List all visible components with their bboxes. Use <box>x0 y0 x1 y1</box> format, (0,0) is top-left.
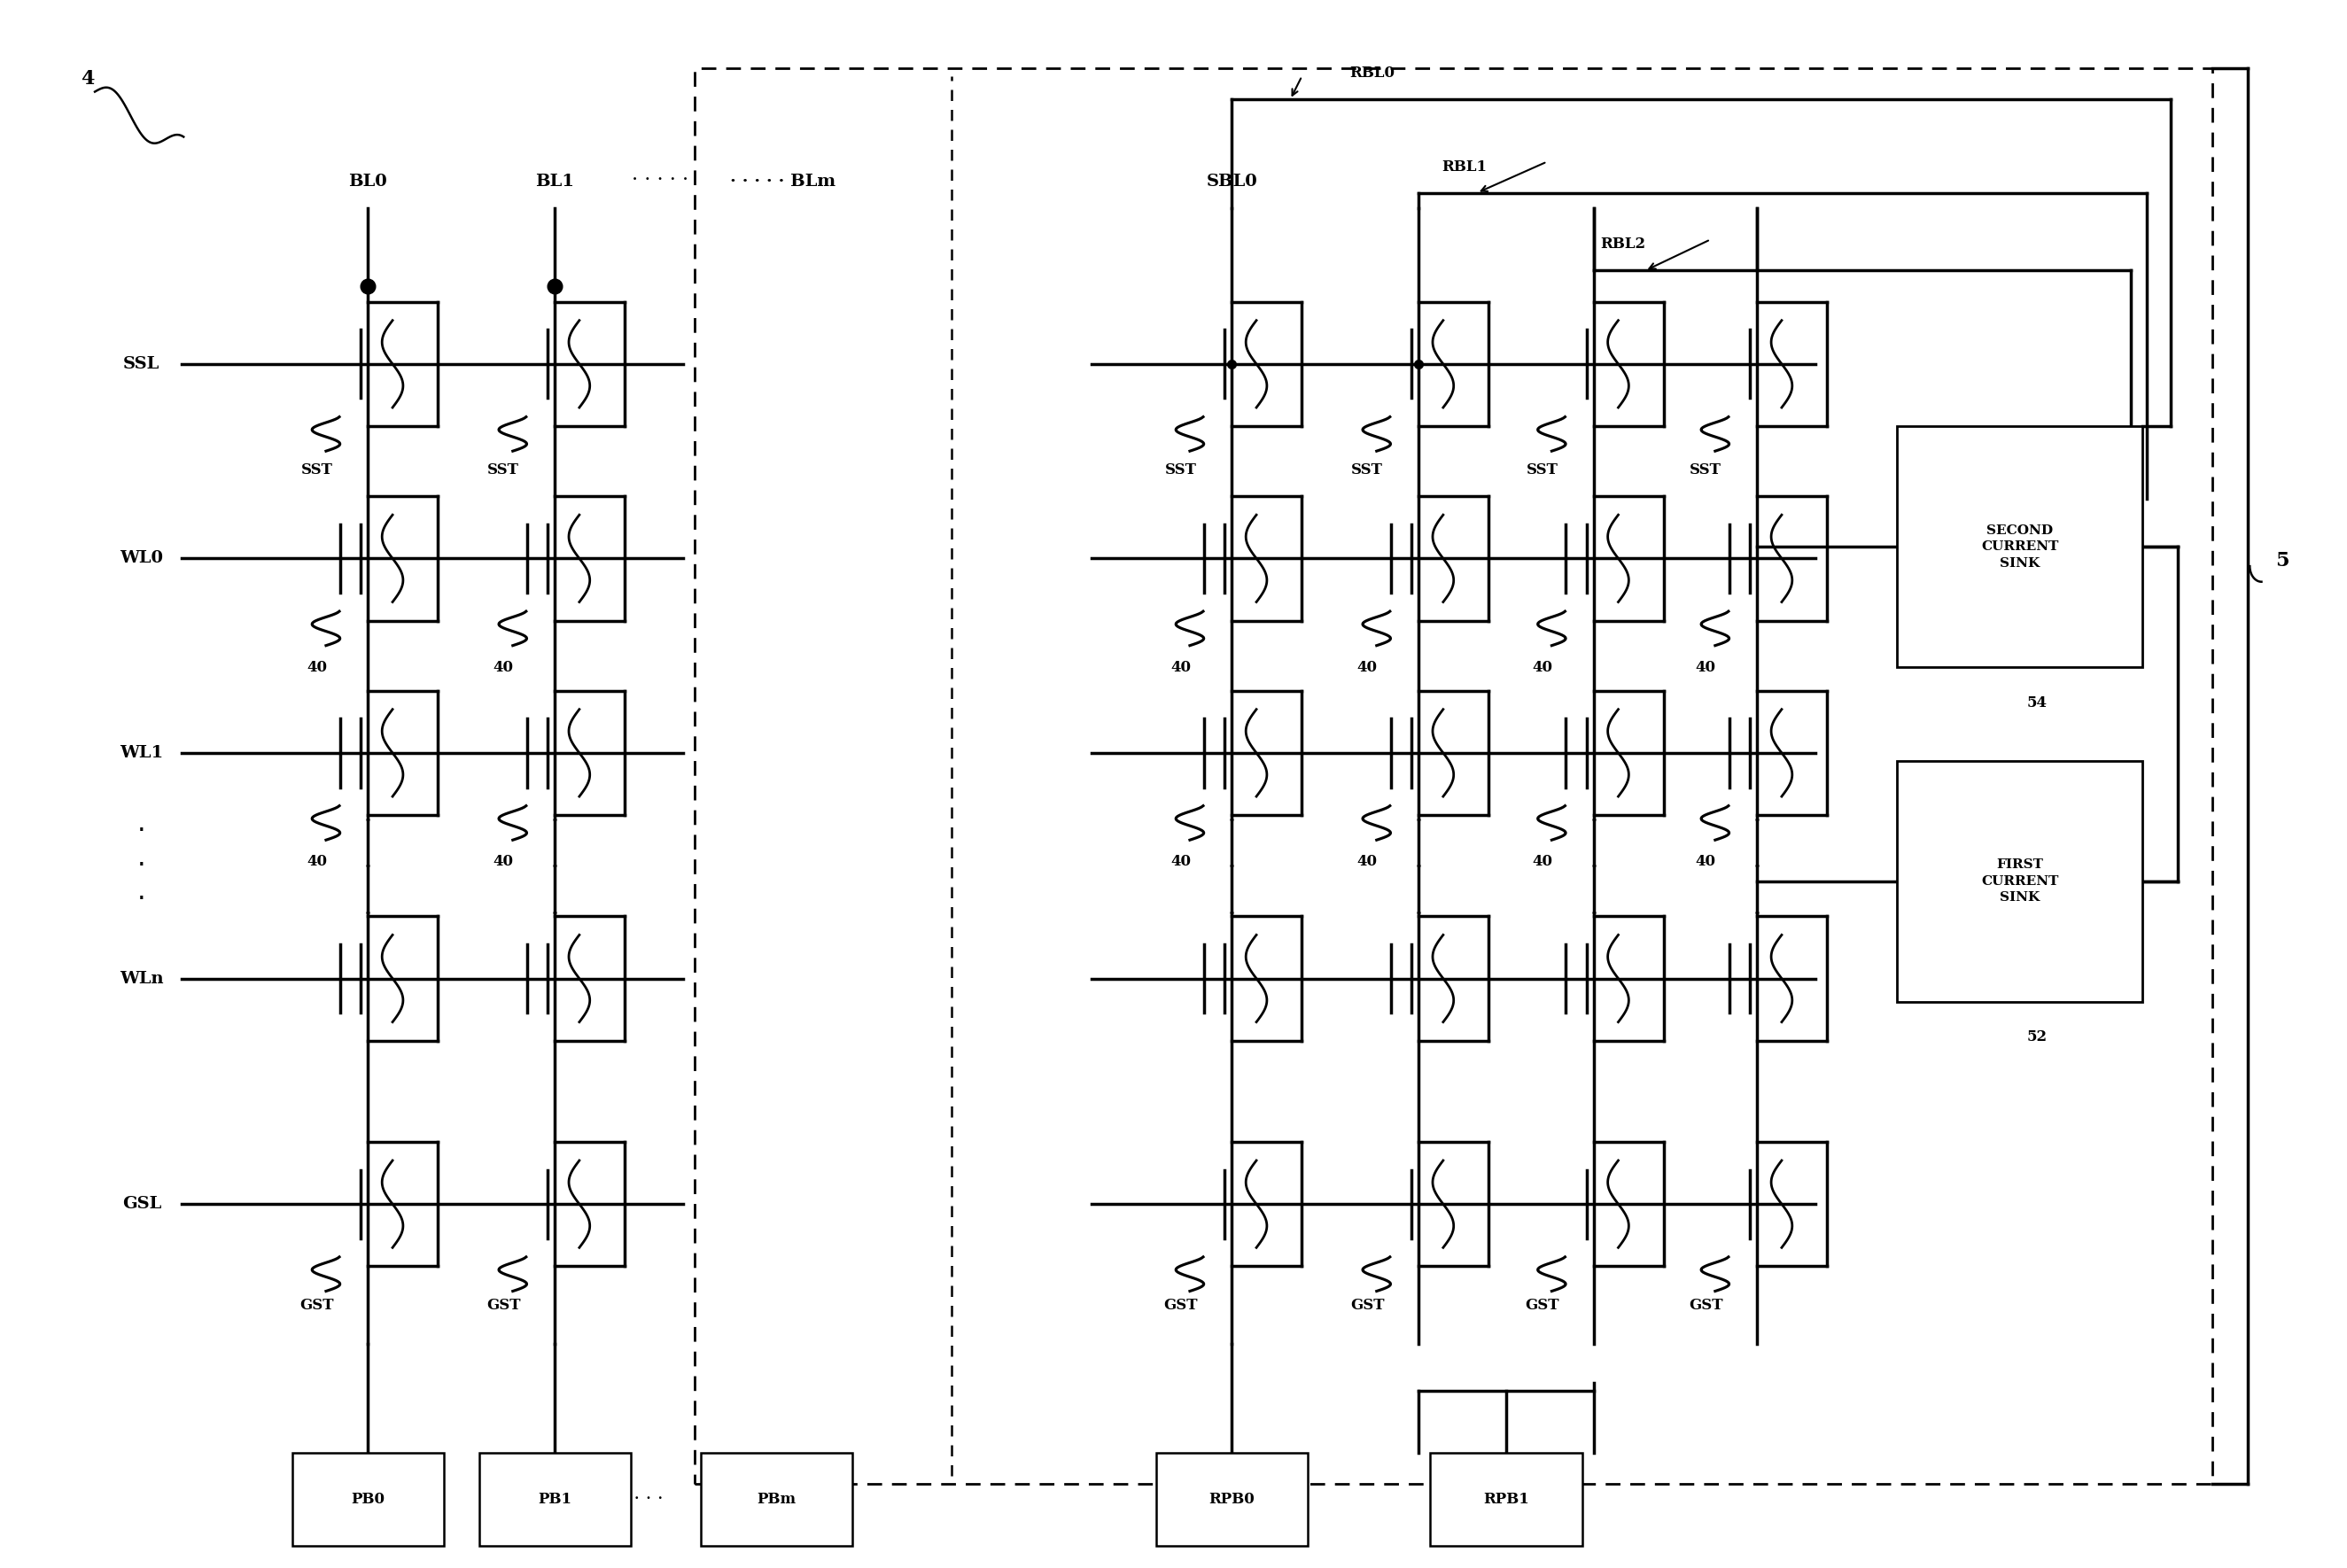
Text: RPB1: RPB1 <box>1483 1493 1530 1507</box>
Bar <box>695 69 2213 1483</box>
Text: WLn: WLn <box>120 971 164 986</box>
Text: SSL: SSL <box>124 356 160 372</box>
Text: 40: 40 <box>1357 855 1378 869</box>
Text: GST: GST <box>1526 1298 1558 1312</box>
Text: 40: 40 <box>307 660 326 674</box>
Text: 40: 40 <box>493 660 514 674</box>
Text: GSL: GSL <box>122 1196 162 1212</box>
Text: 40: 40 <box>1533 660 1554 674</box>
Text: WL1: WL1 <box>120 745 164 760</box>
Bar <box>1429 1454 1582 1546</box>
Text: · · · · ·: · · · · · <box>610 1491 662 1508</box>
Text: 40: 40 <box>1357 660 1378 674</box>
Text: SST: SST <box>1352 463 1382 477</box>
Text: GST: GST <box>1164 1298 1197 1312</box>
Bar <box>291 1454 444 1546</box>
Text: 40: 40 <box>1695 855 1716 869</box>
Text: FIRST
CURRENT
SINK: FIRST CURRENT SINK <box>1981 859 2058 903</box>
Bar <box>479 1454 631 1546</box>
Text: 40: 40 <box>1695 660 1716 674</box>
Text: 52: 52 <box>2028 1030 2047 1044</box>
Text: · · · · · BLm: · · · · · BLm <box>730 174 836 190</box>
Bar <box>1157 1454 1307 1546</box>
Text: SBL0: SBL0 <box>1206 174 1258 190</box>
Text: SST: SST <box>1526 463 1558 477</box>
Bar <box>702 1454 852 1546</box>
Text: GST: GST <box>1690 1298 1723 1312</box>
Text: ·: · <box>138 818 146 844</box>
Text: GST: GST <box>300 1298 333 1312</box>
Text: 40: 40 <box>493 855 514 869</box>
Text: PB0: PB0 <box>352 1493 385 1507</box>
Text: 54: 54 <box>2028 695 2047 710</box>
Text: BL1: BL1 <box>535 174 575 190</box>
Text: PBm: PBm <box>758 1493 796 1507</box>
Text: · · · · ·: · · · · · <box>631 171 688 190</box>
Text: 5: 5 <box>2277 550 2288 571</box>
Text: RPB0: RPB0 <box>1209 1493 1256 1507</box>
Text: GST: GST <box>486 1298 521 1312</box>
Text: RBL1: RBL1 <box>1441 158 1488 174</box>
Text: SST: SST <box>1690 463 1723 477</box>
Text: SST: SST <box>1164 463 1197 477</box>
Text: ·: · <box>138 887 146 913</box>
Text: SECOND
CURRENT
SINK: SECOND CURRENT SINK <box>1981 524 2058 569</box>
Text: GST: GST <box>1350 1298 1385 1312</box>
Text: BL0: BL0 <box>350 174 387 190</box>
Text: RBL2: RBL2 <box>1601 237 1645 252</box>
Text: SST: SST <box>300 463 333 477</box>
Text: 40: 40 <box>1171 660 1190 674</box>
Text: 40: 40 <box>1533 855 1554 869</box>
Text: RBL0: RBL0 <box>1350 66 1394 82</box>
Text: 40: 40 <box>307 855 326 869</box>
Bar <box>1896 426 2143 668</box>
Text: ·: · <box>138 853 146 878</box>
Bar <box>1896 760 2143 1002</box>
Text: PB1: PB1 <box>537 1493 573 1507</box>
Text: 40: 40 <box>1171 855 1190 869</box>
Text: SST: SST <box>488 463 519 477</box>
Text: WL0: WL0 <box>120 550 164 566</box>
Text: 4: 4 <box>80 69 94 88</box>
